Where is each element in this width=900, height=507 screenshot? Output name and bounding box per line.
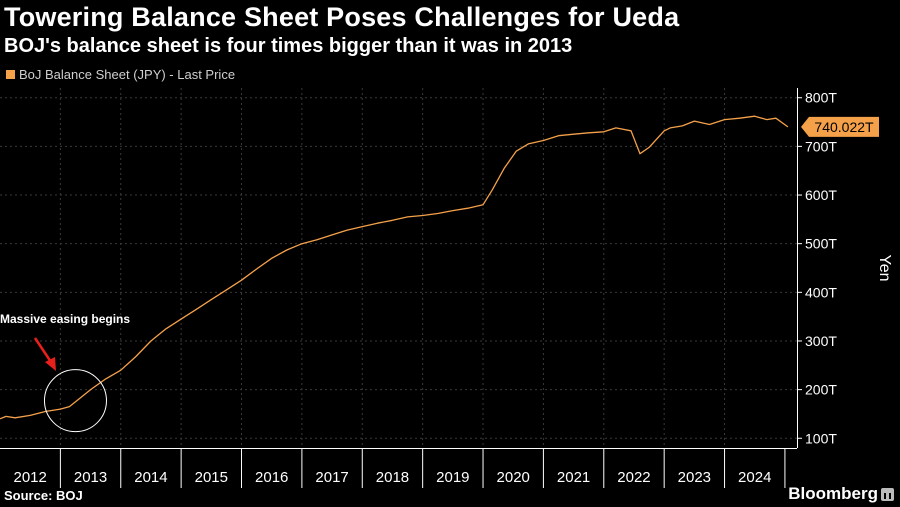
series-layer: [0, 115, 789, 420]
y-tick-label: 500T: [805, 236, 837, 252]
bloomberg-chart-icon: [881, 487, 894, 501]
brand-logo: Bloomberg: [788, 484, 894, 504]
legend-label: BoJ Balance Sheet (JPY) - Last Price: [19, 67, 236, 82]
source-note: Source: BOJ: [4, 488, 83, 503]
x-tick-label: 2023: [678, 469, 711, 486]
x-tick-label: 2017: [315, 469, 348, 486]
annotations: 740.022T Massive easing begins: [0, 116, 879, 433]
last-price-flag: [801, 116, 879, 137]
y-tick-label: 700T: [805, 138, 837, 154]
y-tick-label: 800T: [805, 90, 837, 106]
brand-name: Bloomberg: [788, 484, 878, 503]
y-tick-label: 600T: [805, 187, 837, 203]
x-tick-label: 2013: [74, 469, 107, 486]
y-axis-title: Yen: [876, 255, 893, 282]
x-tick-label: 2012: [14, 469, 47, 486]
annotation-label: Massive easing begins: [0, 312, 130, 326]
gridlines: [0, 88, 797, 448]
x-tick-label: 2024: [738, 469, 771, 486]
series-line: [0, 115, 789, 420]
chart-subtitle: BOJ's balance sheet is four times bigger…: [4, 35, 573, 57]
x-tick-label: 2014: [134, 469, 167, 486]
axes: 100T 200T 300T 400T 500T 600T 700T 800T 2012 2013…: [0, 88, 893, 488]
x-tick-label: 2015: [195, 469, 228, 486]
legend-swatch: [6, 70, 15, 79]
x-tick-label: 2016: [255, 469, 288, 486]
y-tick-label: 100T: [805, 430, 837, 446]
chart-title: Towering Balance Sheet Poses Challenges …: [4, 2, 680, 32]
last-price-label: 740.022T: [814, 119, 874, 135]
y-tick-label: 300T: [805, 333, 837, 349]
x-tick-label: 2022: [617, 469, 650, 486]
legend: BoJ Balance Sheet (JPY) - Last Price: [6, 67, 235, 82]
x-tick-label: 2019: [436, 469, 469, 486]
x-tick-label: 2018: [376, 469, 409, 486]
x-tick-label: 2021: [557, 469, 590, 486]
y-tick-label: 200T: [805, 382, 837, 398]
annotation-arrow-head: [45, 357, 56, 371]
y-tick-label: 400T: [805, 284, 837, 300]
x-tick-label: 2020: [497, 469, 530, 486]
annotation-arrow: [33, 337, 53, 363]
annotation-circle: [43, 369, 107, 433]
